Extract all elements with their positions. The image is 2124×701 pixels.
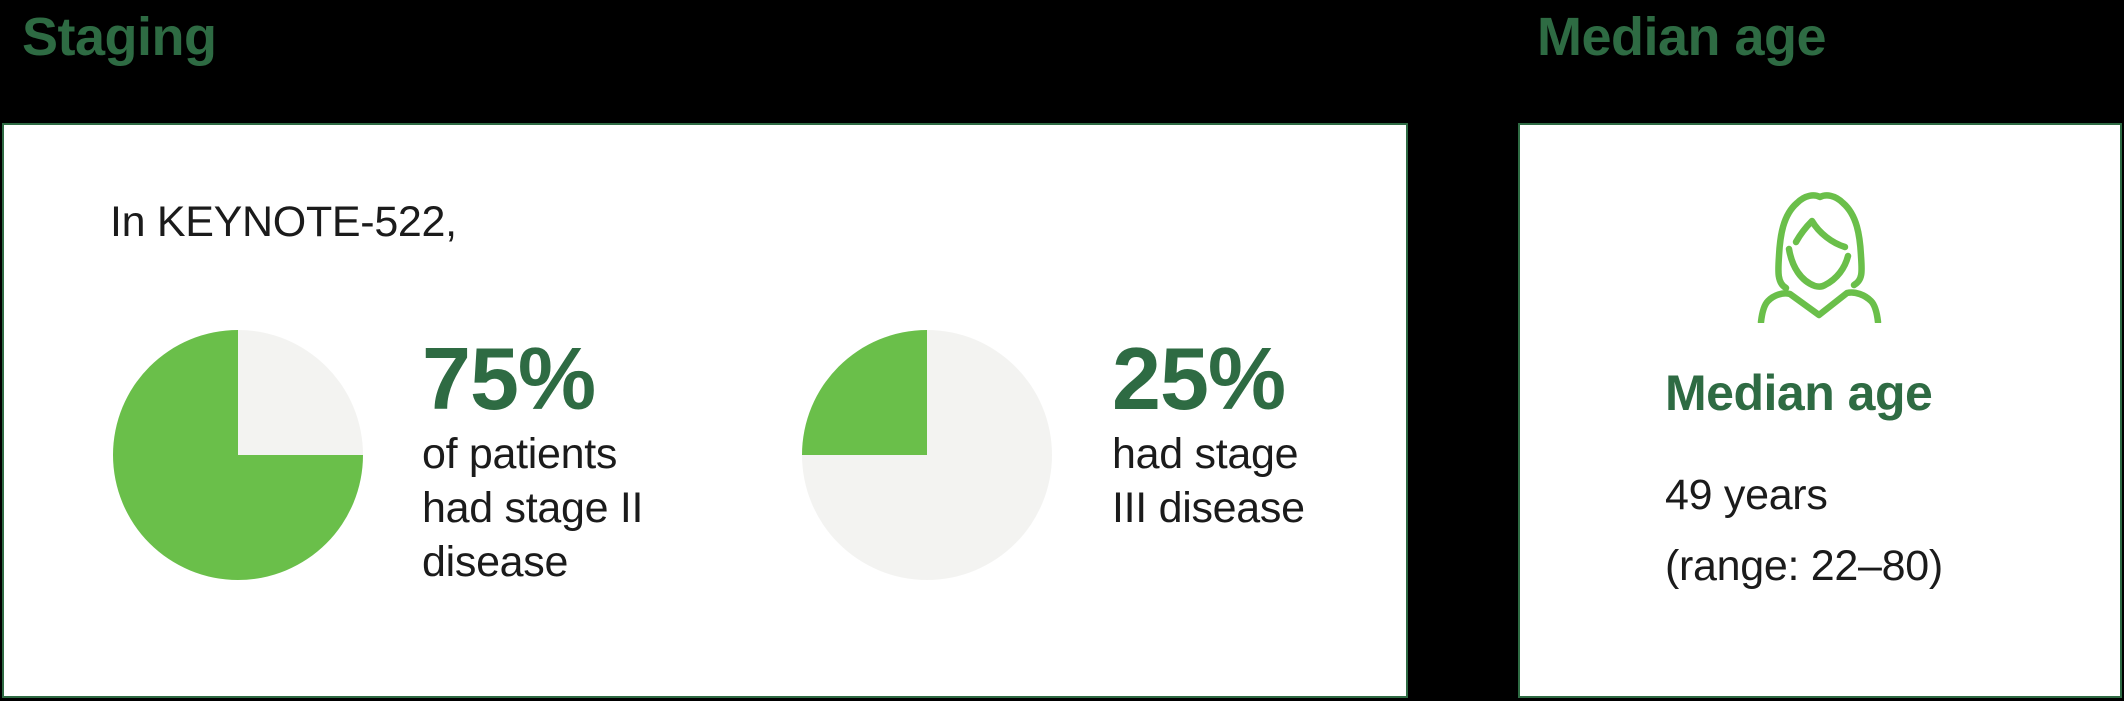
stat-description-line: III disease <box>1112 484 1305 532</box>
woman-icon <box>1757 191 1883 326</box>
pie-chart-stage-2 <box>113 330 363 580</box>
stat-description-line: had stage II <box>422 484 644 532</box>
stat-description-line: of patients <box>422 430 618 478</box>
staging-card: In KEYNOTE-522, 75% of patients had stag… <box>2 123 1408 698</box>
median-age-range: (range: 22–80) <box>1665 542 1943 590</box>
page-title-median-age: Median age <box>1537 7 1827 67</box>
median-age-card: Median age 49 years (range: 22–80) <box>1518 123 2122 698</box>
median-age-heading: Median age <box>1665 365 1933 421</box>
stat-description-stage-3: had stage III disease <box>1112 427 1305 535</box>
pie-chart-stage-3 <box>802 330 1052 580</box>
page-title-staging: Staging <box>22 7 217 67</box>
stat-block-stage-3: 25% had stage III disease <box>1112 335 1305 535</box>
intro-text: In KEYNOTE-522, <box>110 198 457 246</box>
stat-block-stage-2: 75% of patients had stage II disease <box>422 335 643 589</box>
stat-description-line: disease <box>422 538 569 586</box>
stat-percent-stage-2: 75% <box>422 329 596 428</box>
stat-description-line: had stage <box>1112 430 1299 478</box>
median-age-value: 49 years <box>1665 471 1828 519</box>
stat-percent-stage-3: 25% <box>1112 329 1286 428</box>
stat-description-stage-2: of patients had stage II disease <box>422 427 643 589</box>
